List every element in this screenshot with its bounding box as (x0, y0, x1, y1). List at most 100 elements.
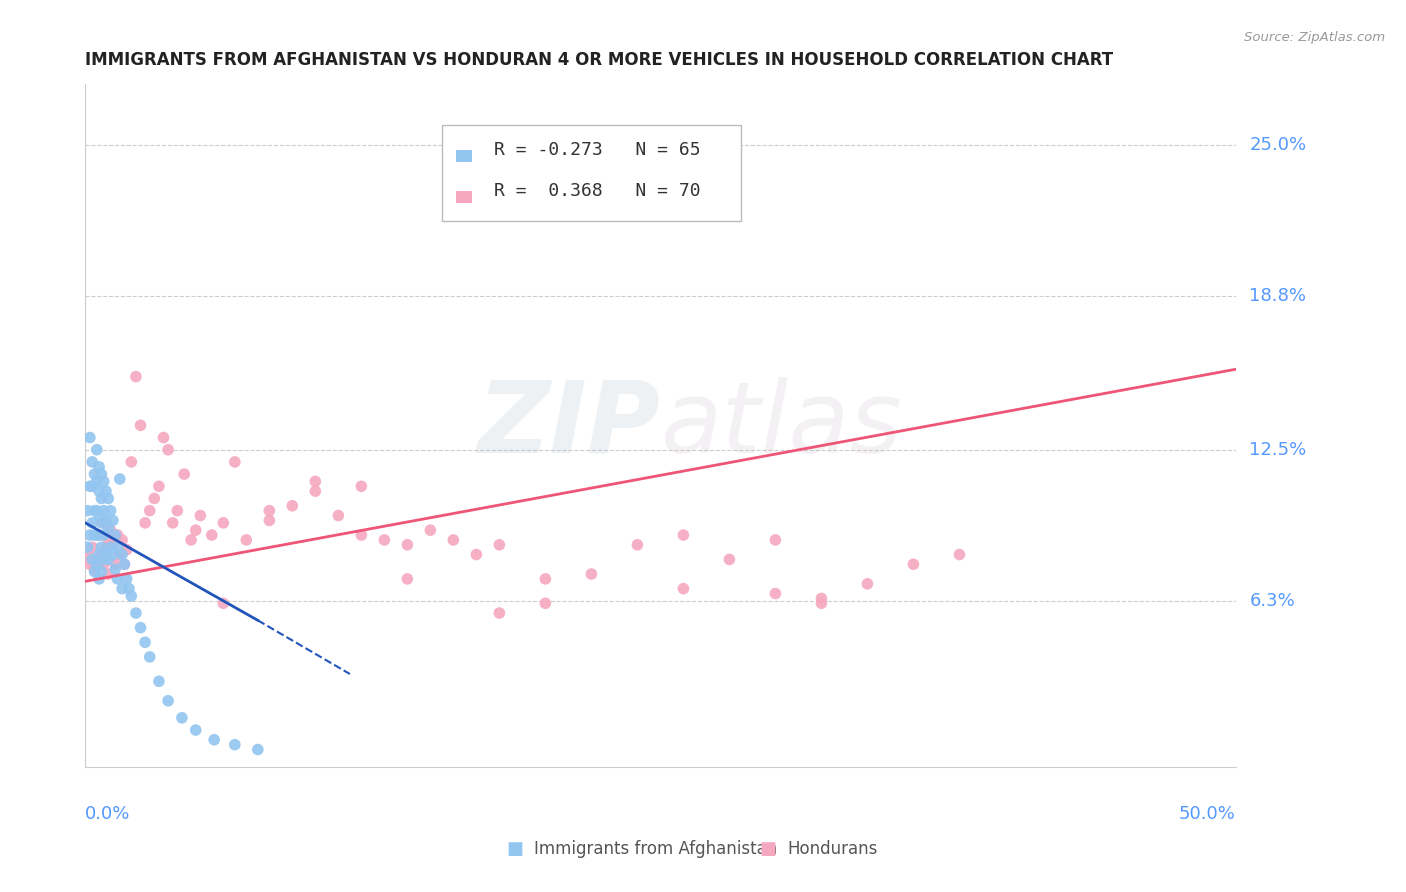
Point (111, 533, 134, 547)
Point (125, 369, 148, 384)
Point (856, 576, 879, 591)
Text: 50.0%: 50.0% (1178, 805, 1236, 823)
Text: atlas: atlas (661, 376, 903, 474)
Point (93, 503, 115, 517)
Point (120, 455, 142, 469)
Point (87, 528, 110, 542)
Point (87, 459, 110, 474)
Point (79, 479, 101, 493)
Point (672, 582, 695, 596)
Point (101, 538, 124, 552)
Point (107, 528, 129, 542)
Point (184, 723, 207, 737)
Point (134, 516, 156, 530)
Point (83, 562, 105, 576)
Point (82, 479, 104, 493)
Point (488, 538, 510, 552)
Point (108, 548, 131, 562)
Point (90, 516, 112, 530)
Point (166, 503, 188, 517)
Point (97, 521, 120, 535)
Text: R = -0.273   N = 65: R = -0.273 N = 65 (494, 141, 700, 159)
Point (810, 591, 832, 606)
Point (396, 572, 419, 586)
Point (765, 533, 787, 547)
Point (87, 484, 110, 499)
Point (112, 558, 135, 572)
Text: R =  0.368   N = 70: R = 0.368 N = 70 (494, 182, 700, 200)
Point (107, 572, 129, 586)
Point (86, 503, 108, 517)
Point (246, 742, 269, 756)
Text: Hondurans: Hondurans (787, 840, 877, 858)
Point (83, 565, 105, 579)
Point (100, 540, 122, 554)
Point (97, 491, 120, 506)
Point (100, 503, 122, 517)
Text: ZIP: ZIP (478, 376, 661, 474)
Point (212, 516, 235, 530)
Point (148, 674, 170, 689)
Point (87, 528, 110, 542)
Point (115, 572, 138, 586)
Point (87, 508, 110, 523)
Point (83, 467, 105, 482)
Point (224, 738, 246, 752)
Point (112, 558, 135, 572)
Point (202, 732, 225, 747)
Point (534, 572, 557, 586)
Point (581, 567, 603, 582)
Point (86, 528, 108, 542)
Point (107, 540, 129, 554)
Text: 0.0%: 0.0% (86, 805, 131, 823)
Point (488, 606, 510, 620)
Bar (456, 150, 472, 161)
Point (125, 606, 148, 620)
Point (94, 540, 117, 554)
Point (82, 455, 104, 469)
Point (100, 523, 122, 537)
Point (259, 503, 281, 517)
Point (138, 649, 160, 664)
Point (350, 528, 373, 542)
Point (118, 582, 141, 596)
Point (184, 523, 207, 537)
Point (373, 533, 395, 547)
Point (441, 533, 464, 547)
Text: 25.0%: 25.0% (1250, 136, 1306, 154)
Point (93, 516, 115, 530)
Point (93, 552, 115, 566)
Text: IMMIGRANTS FROM AFGHANISTAN VS HONDURAN 4 OR MORE VEHICLES IN HOUSEHOLD CORRELAT: IMMIGRANTS FROM AFGHANISTAN VS HONDURAN … (86, 51, 1114, 69)
Point (350, 479, 373, 493)
Point (765, 586, 787, 600)
Point (304, 484, 326, 499)
Point (90, 548, 112, 562)
Point (201, 528, 224, 542)
Point (235, 533, 257, 547)
Point (152, 431, 174, 445)
Point (129, 418, 152, 433)
Text: ■: ■ (506, 840, 523, 858)
Point (86, 552, 108, 566)
Point (157, 694, 180, 708)
Point (79, 558, 101, 572)
Point (86, 442, 108, 457)
Point (148, 479, 170, 493)
Point (82, 540, 104, 554)
Bar (456, 191, 472, 202)
Point (143, 491, 166, 506)
Point (224, 455, 246, 469)
Point (97, 567, 120, 582)
Point (948, 548, 970, 562)
FancyBboxPatch shape (441, 125, 741, 220)
Point (83, 528, 105, 542)
Point (90, 565, 112, 579)
Point (90, 467, 112, 482)
Point (93, 528, 115, 542)
Point (129, 621, 152, 635)
Point (104, 558, 127, 572)
Point (157, 442, 180, 457)
Text: 12.5%: 12.5% (1250, 441, 1306, 458)
Point (111, 548, 134, 562)
Point (101, 548, 124, 562)
